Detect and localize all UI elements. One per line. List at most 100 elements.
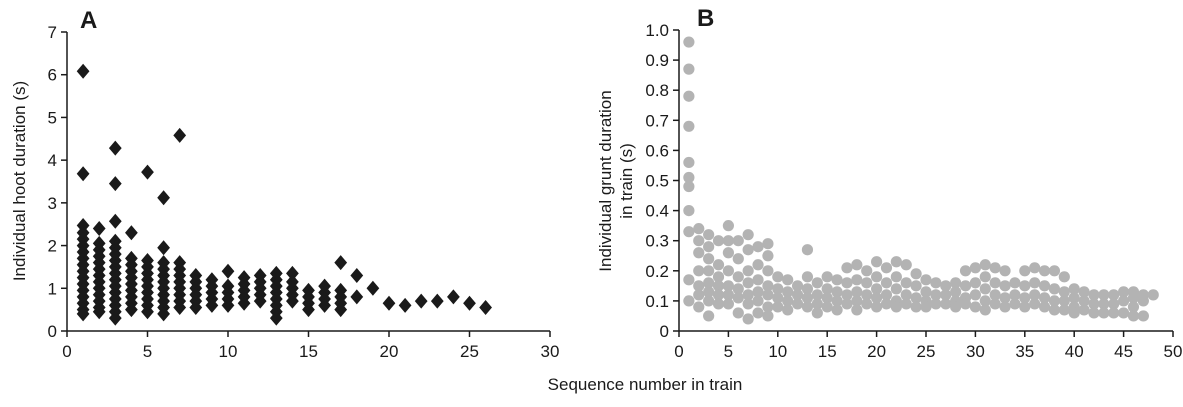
data-point-circle [969, 301, 982, 313]
x-tick-label: 15 [299, 342, 318, 361]
data-point-circle [732, 235, 744, 247]
data-point-diamond [350, 289, 364, 305]
data-point-circle [742, 265, 754, 277]
data-point-circle [851, 304, 863, 316]
data-point-circle [782, 274, 794, 286]
y-tick-label: 7 [48, 23, 57, 42]
data-point-circle [959, 298, 972, 310]
data-point-circle [851, 286, 863, 298]
data-point-circle [821, 301, 833, 313]
data-point-circle [1137, 310, 1149, 322]
data-point-diamond [76, 306, 90, 322]
data-point-circle [910, 268, 922, 280]
data-point-circle [890, 256, 902, 268]
data-point-circle [1108, 289, 1120, 301]
data-point-circle [722, 298, 735, 310]
data-point-circle [762, 289, 774, 301]
data-point-circle [811, 289, 823, 301]
y-tick-label: 1 [48, 279, 57, 298]
data-point-circle [772, 292, 784, 304]
data-point-circle [782, 286, 794, 298]
data-point-circle [683, 205, 695, 217]
y-tick-label: 6 [48, 66, 57, 85]
data-point-circle [712, 271, 725, 283]
x-axis-title: Sequence number in train [548, 375, 743, 394]
data-point-circle [1048, 304, 1061, 316]
data-point-circle [920, 286, 932, 298]
x-tick-label: 30 [541, 342, 560, 361]
data-point-diamond [108, 176, 122, 192]
data-point-circle [989, 289, 1001, 301]
panel-b: 0 5 10 15 20 25 30 35 40 45 50 0 0.1 0.2 0.3 0.4 0.5 0.6 0… [596, 5, 1182, 361]
data-point-circle [1098, 289, 1110, 301]
data-point-circle [910, 292, 922, 304]
data-point-circle [811, 277, 823, 289]
y-tick-label: 0.1 [645, 292, 669, 311]
data-point-circle [801, 301, 814, 313]
data-point-circle [722, 289, 735, 301]
data-point-diamond [92, 304, 106, 320]
data-point-circle [752, 241, 764, 253]
data-point-circle [703, 277, 715, 289]
data-point-circle [920, 274, 932, 286]
x-tick-label: 35 [1015, 342, 1034, 361]
data-point-circle [871, 271, 883, 283]
data-point-circle [683, 180, 695, 193]
data-point-circle [821, 283, 833, 295]
data-point-circle [732, 307, 744, 319]
x-tick-label: 25 [917, 342, 936, 361]
data-point-circle [1118, 295, 1130, 307]
data-point-circle [811, 307, 823, 319]
data-point-circle [930, 289, 942, 301]
data-point-circle [683, 63, 695, 75]
data-point-circle [1019, 265, 1031, 277]
data-point-circle [979, 295, 991, 307]
data-point-circle [693, 235, 705, 247]
data-point-diamond [108, 310, 122, 326]
data-point-circle [940, 289, 952, 301]
data-point-circle [821, 271, 833, 283]
data-point-circle [950, 286, 962, 298]
data-point-circle [791, 298, 804, 310]
y-tick-label: 0.9 [645, 51, 669, 70]
data-point-circle [772, 271, 784, 283]
data-point-circle [959, 265, 972, 277]
data-point-diamond [430, 293, 444, 309]
data-point-circle [762, 310, 774, 322]
data-point-diamond [463, 295, 476, 311]
panel-letter: A [80, 7, 97, 34]
data-point-circle [722, 220, 735, 232]
data-point-circle [683, 295, 695, 307]
x-tick-label: 0 [62, 342, 71, 361]
data-point-circle [880, 277, 893, 289]
data-point-circle [703, 310, 715, 322]
data-point-diamond [366, 280, 380, 296]
data-point-circle [683, 226, 695, 238]
data-point-circle [1118, 307, 1130, 319]
data-point-circle [712, 280, 725, 292]
x-tick-label: 15 [818, 342, 837, 361]
x-tick-label: 20 [867, 342, 886, 361]
x-tick-label: 10 [219, 342, 238, 361]
data-point-circle [950, 277, 962, 289]
data-point-circle [841, 289, 853, 301]
x-tick-label: 25 [460, 342, 479, 361]
data-point-diamond [237, 295, 251, 311]
data-point-circle [811, 298, 823, 310]
data-point-circle [693, 265, 705, 277]
data-point-circle [1038, 280, 1051, 292]
data-point-circle [1088, 289, 1100, 301]
data-point-diamond [447, 289, 460, 305]
data-point-circle [752, 274, 764, 286]
data-point-circle [851, 259, 863, 271]
data-point-circle [979, 283, 991, 295]
x-tick-label: 50 [1164, 342, 1183, 361]
data-point-circle [1058, 286, 1070, 298]
data-point-circle [831, 295, 843, 307]
data-point-circle [979, 271, 991, 283]
data-point-diamond [125, 225, 138, 241]
data-point-circle [841, 262, 853, 274]
y-axis-title: Individual grunt duration in train (s) [596, 90, 636, 271]
data-point-circle [880, 289, 893, 301]
